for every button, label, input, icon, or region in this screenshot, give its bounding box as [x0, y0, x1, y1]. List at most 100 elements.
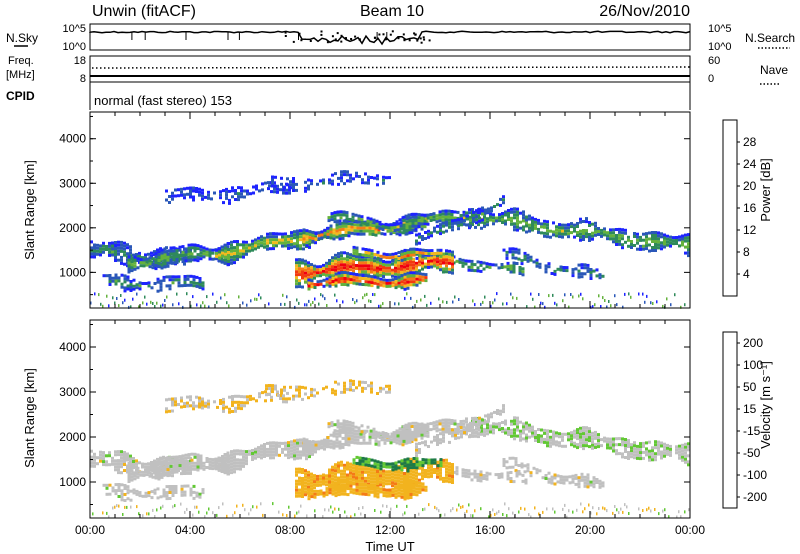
heatmap-cell	[421, 275, 425, 279]
heatmap-cell	[487, 416, 490, 420]
heatmap-cell	[654, 455, 657, 459]
heatmap-cell	[225, 193, 228, 197]
heatmap-cell	[123, 463, 126, 466]
heatmap-cell	[379, 461, 383, 465]
heatmap-cell	[142, 301, 144, 305]
heatmap-cell	[290, 231, 293, 235]
heatmap-cell	[151, 469, 155, 473]
heatmap-cell	[408, 434, 412, 438]
heatmap-cell	[559, 268, 563, 272]
heatmap-cell	[500, 263, 504, 266]
noise-search-dot	[423, 38, 426, 41]
heatmap-cell	[467, 472, 471, 476]
noise-trace	[89, 30, 691, 46]
heatmap-cell	[588, 224, 591, 227]
heatmap-cell	[672, 239, 675, 243]
heatmap-cell	[260, 502, 262, 506]
heatmap-cell	[367, 476, 370, 480]
heatmap-cell	[678, 453, 681, 457]
heatmap-cell	[505, 253, 509, 257]
heatmap-cell	[377, 440, 381, 444]
heatmap-cell	[492, 422, 495, 426]
heatmap-cell	[356, 223, 360, 227]
heatmap-cell	[331, 277, 335, 280]
heatmap-cell	[301, 483, 304, 486]
heatmap-cell	[292, 189, 295, 192]
heatmap-cell	[459, 426, 463, 429]
heatmap-cell	[342, 419, 346, 423]
heatmap-cell	[353, 232, 357, 236]
heatmap-cell	[520, 262, 524, 266]
heatmap-cell	[436, 434, 439, 437]
heatmap-cell	[275, 232, 278, 236]
heatmap-cell	[307, 488, 311, 492]
heatmap-cell	[314, 231, 318, 235]
heatmap-cell	[576, 234, 579, 237]
heatmap-cell	[216, 405, 219, 409]
heatmap-cell	[151, 263, 155, 267]
heatmap-cell	[199, 463, 203, 467]
heatmap-cell	[263, 242, 266, 246]
heatmap-cell	[368, 441, 372, 445]
heatmap-cell	[367, 484, 371, 488]
heatmap-cell	[150, 286, 154, 290]
heatmap-cell	[311, 236, 315, 240]
heatmap-cell	[400, 277, 404, 281]
heatmap-cell	[224, 468, 227, 472]
heatmap-cell	[371, 227, 375, 230]
heatmap-cell	[600, 438, 603, 442]
heatmap-cell	[349, 272, 353, 276]
heatmap-cell	[681, 446, 684, 450]
heatmap-cell	[331, 179, 334, 183]
heatmap-cell	[266, 238, 269, 242]
heatmap-cell	[239, 467, 242, 471]
heatmap-cell	[347, 234, 351, 238]
heatmap-cell	[260, 244, 263, 248]
heatmap-cell	[585, 229, 588, 233]
heatmap-cell	[391, 258, 395, 262]
heatmap-cell	[513, 222, 516, 226]
heatmap-cell	[123, 250, 126, 254]
heatmap-cell	[287, 450, 290, 454]
heatmap-cell	[600, 231, 603, 235]
heatmap-cell	[331, 465, 334, 469]
heatmap-cell	[304, 490, 307, 494]
heatmap-cell	[156, 496, 160, 500]
heatmap-cell	[362, 232, 366, 236]
heatmap-cell	[420, 222, 424, 226]
heatmap-cell	[525, 218, 528, 222]
heatmap-cell	[388, 266, 391, 270]
heatmap-cell	[276, 184, 279, 188]
heatmap-cell	[364, 277, 368, 281]
heatmap-cell	[521, 270, 525, 274]
heatmap-cell	[257, 239, 260, 243]
heatmap-cell	[335, 229, 339, 233]
heatmap-cell	[323, 231, 327, 235]
heatmap-cell	[375, 431, 379, 435]
heatmap-cell	[471, 208, 474, 211]
heatmap-cell	[546, 232, 549, 236]
heatmap-cell	[108, 250, 111, 254]
heatmap-cell	[660, 232, 663, 236]
heatmap-cell	[302, 440, 306, 444]
heatmap-cell	[177, 281, 181, 285]
heatmap-cell	[254, 297, 256, 301]
heatmap-cell	[93, 255, 96, 259]
heatmap-cell	[501, 215, 504, 218]
noise-search-dot	[334, 38, 337, 41]
heatmap-cell	[405, 229, 409, 233]
heatmap-cell	[415, 484, 419, 488]
heatmap-cell	[248, 449, 251, 453]
heatmap-cell	[439, 461, 443, 465]
heatmap-cell	[311, 440, 315, 444]
heatmap-cell	[293, 245, 296, 249]
heatmap-cell	[123, 460, 126, 463]
heatmap-cell	[624, 444, 627, 447]
heatmap-cell	[299, 247, 302, 251]
heatmap-cell	[245, 462, 248, 466]
heatmap-cell	[296, 441, 299, 445]
heatmap-cell	[436, 475, 439, 479]
heatmap-cell	[117, 465, 120, 469]
heatmap-cell	[308, 440, 311, 444]
heatmap-cell	[290, 234, 293, 238]
